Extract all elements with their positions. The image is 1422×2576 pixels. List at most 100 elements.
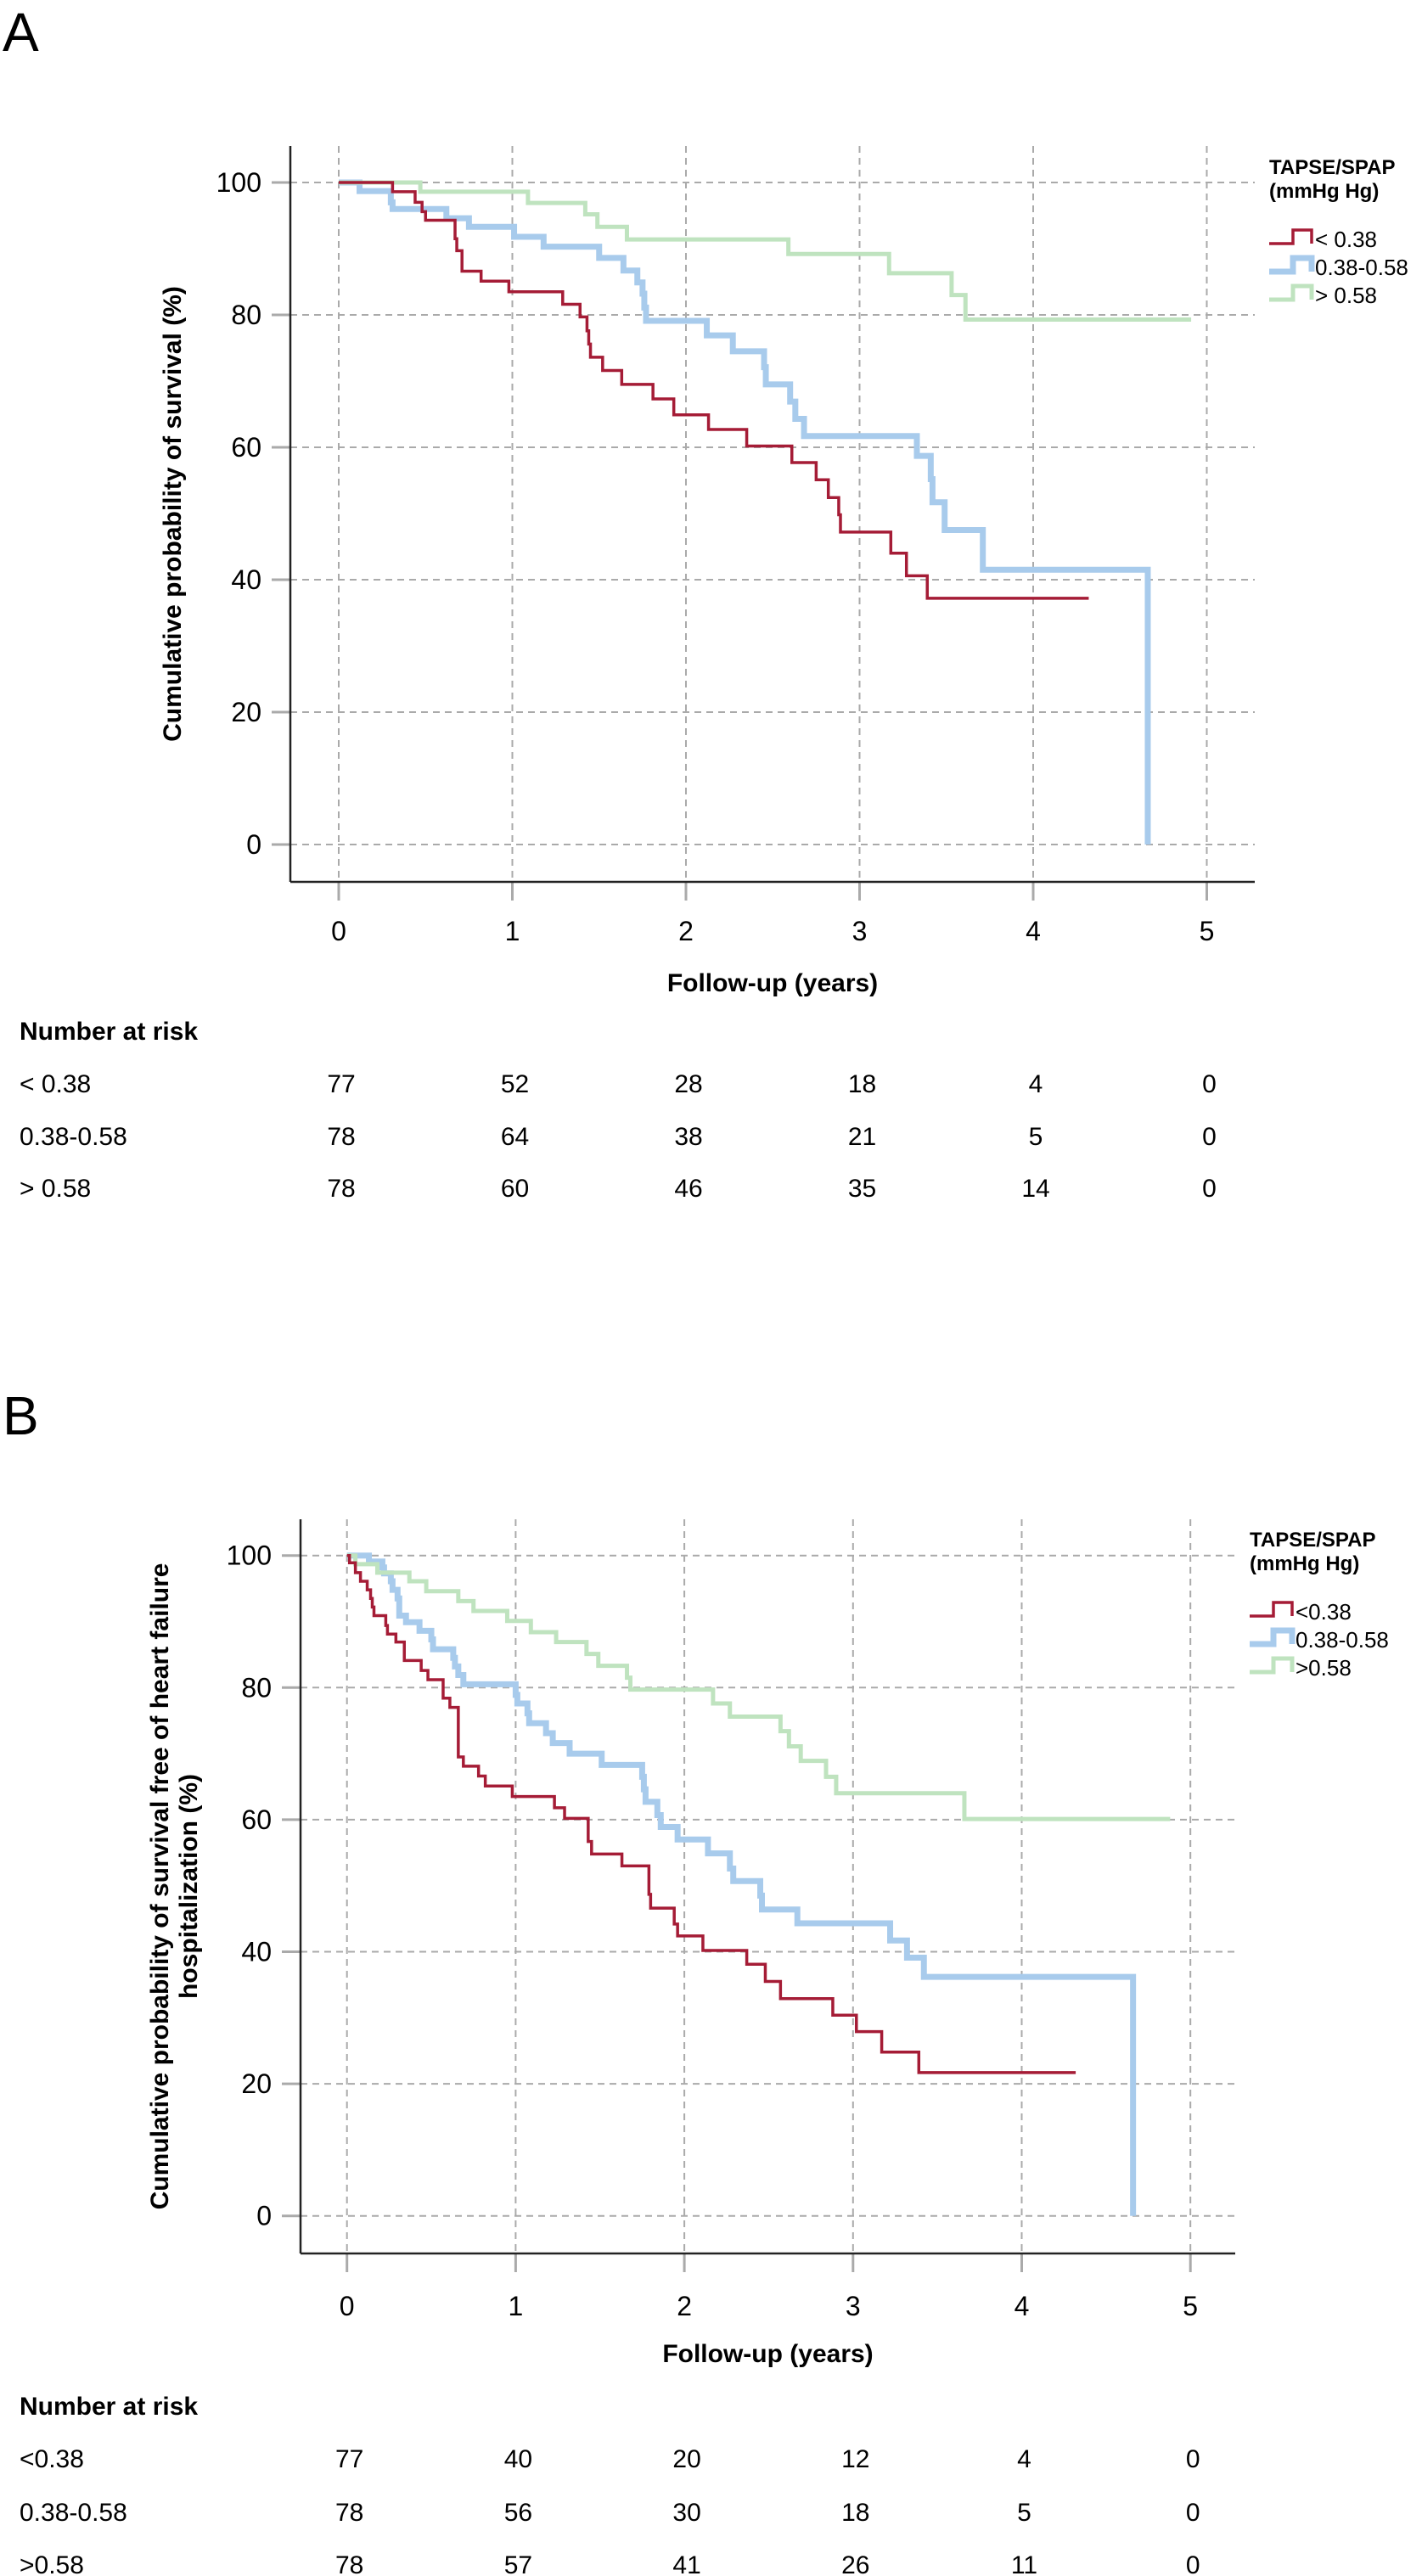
legend-item-label: > 0.58: [1315, 283, 1377, 308]
survival-curve-3: [339, 180, 1192, 322]
risk-value: 12: [841, 2445, 869, 2473]
risk-value: 38: [674, 1123, 702, 1151]
risk-value: 78: [327, 1123, 355, 1151]
x-tick-label: 5: [1183, 2291, 1198, 2321]
y-tick-label: 20: [241, 2068, 272, 2099]
risk-value: 30: [672, 2499, 700, 2527]
y-axis-title: hospitalization (%): [175, 1774, 203, 1999]
risk-value: 57: [504, 2551, 532, 2576]
risk-value: 0: [1186, 2499, 1200, 2527]
risk-value: 5: [1029, 1123, 1043, 1151]
risk-value: 28: [674, 1070, 702, 1098]
x-tick-label: 2: [677, 2291, 692, 2321]
y-tick-label: 60: [241, 1804, 272, 1835]
risk-row-label: < 0.38: [20, 1070, 91, 1098]
legend-title: (mmHg Hg): [1250, 1552, 1359, 1575]
risk-value: 4: [1029, 1070, 1043, 1098]
legend-swatch-icon: [1269, 228, 1313, 245]
risk-value: 0: [1202, 1123, 1217, 1151]
number-at-risk-table: Number at risk<0.38 77 40 20 12 4 00.38-0.58 78…: [20, 2393, 1200, 2576]
x-tick-label: 5: [1200, 916, 1215, 946]
x-tick-label: 1: [509, 2291, 524, 2321]
risk-value: 21: [848, 1123, 876, 1151]
legend-title: TAPSE/SPAP: [1269, 156, 1395, 179]
risk-value: 56: [504, 2499, 532, 2527]
legend-title: (mmHg Hg): [1269, 180, 1379, 203]
legend: TAPSE/SPAP(mmHg Hg) <0.380.38-0.58>0.58: [1250, 1529, 1389, 1681]
y-axis-title: Cumulative probability of survival (%): [159, 286, 187, 742]
legend-item-label: < 0.38: [1315, 227, 1377, 252]
risk-value: 18: [848, 1070, 876, 1098]
survival-curve-1: [339, 181, 1089, 600]
legend-swatch-icon: [1250, 1627, 1296, 1647]
survival-curve-3: [346, 1553, 1171, 1821]
x-tick-label: 2: [678, 916, 694, 946]
risk-value: 4: [1017, 2445, 1031, 2473]
x-axis-title: Follow-up (years): [667, 969, 878, 997]
x-tick-label: 4: [1015, 2291, 1030, 2321]
panel-label: A: [3, 2, 39, 63]
risk-value: 52: [501, 1070, 529, 1098]
y-tick-label: 0: [246, 829, 261, 860]
risk-row-label: 0.38-0.58: [20, 1123, 127, 1151]
x-tick-label: 1: [505, 916, 520, 946]
risk-row-label: <0.38: [20, 2445, 84, 2473]
legend-item-label: >0.58: [1296, 1655, 1352, 1681]
risk-value: 35: [848, 1175, 876, 1203]
risk-value: 78: [335, 2551, 363, 2576]
y-tick-label: 20: [231, 697, 261, 727]
risk-table-title: Number at risk: [20, 1018, 198, 1046]
risk-value: 0: [1186, 2551, 1200, 2576]
number-at-risk-table: Number at risk < 0.38 77 52 28 18 4 0 0.38-0.58 7…: [20, 1018, 1217, 1203]
y-tick-label: 100: [216, 167, 261, 198]
y-tick-label: 80: [241, 1672, 272, 1703]
y-tick-label: 80: [231, 300, 261, 330]
risk-row-label: >0.58: [20, 2551, 84, 2576]
legend-item-label: <0.38: [1296, 1599, 1352, 1625]
x-tick-label: 3: [846, 2291, 861, 2321]
x-axis-title: Follow-up (years): [662, 2340, 873, 2368]
x-tick-label: 0: [331, 916, 346, 946]
risk-value: 26: [841, 2551, 869, 2576]
y-tick-label: 100: [227, 1541, 272, 1571]
y-tick-label: 60: [231, 432, 261, 463]
x-tick-label: 0: [340, 2291, 355, 2321]
risk-value: 14: [1021, 1175, 1049, 1203]
y-tick-label: 0: [256, 2201, 272, 2231]
legend-swatch-icon: [1269, 255, 1315, 275]
survival-curve-2: [346, 1552, 1137, 2216]
y-axis-title: Cumulative probability of survival free …: [146, 1563, 174, 2210]
risk-value: 60: [501, 1175, 529, 1203]
risk-value: 0: [1202, 1070, 1217, 1098]
x-tick-label: 3: [852, 916, 868, 946]
risk-value: 78: [335, 2499, 363, 2527]
risk-value: 40: [504, 2445, 532, 2473]
legend-swatch-icon: [1250, 1601, 1294, 1618]
risk-row-label: 0.38-0.58: [20, 2499, 127, 2527]
risk-value: 77: [327, 1070, 355, 1098]
legend: TAPSE/SPAP(mmHg Hg) < 0.38 0.38-0.58 > 0.58: [1269, 156, 1408, 308]
risk-value: 46: [674, 1175, 702, 1203]
legend-title: TAPSE/SPAP: [1250, 1529, 1375, 1552]
risk-value: 41: [672, 2551, 700, 2576]
panel-label: B: [3, 1385, 39, 1446]
risk-row-label: > 0.58: [20, 1175, 91, 1203]
y-tick-label: 40: [241, 1937, 272, 1967]
legend-swatch-icon: [1269, 283, 1314, 302]
risk-value: 20: [672, 2445, 700, 2473]
legend-item-label: 0.38-0.58: [1315, 255, 1408, 280]
y-tick-label: 40: [231, 564, 261, 595]
risk-table-title: Number at risk: [20, 2393, 198, 2421]
risk-value: 0: [1202, 1175, 1217, 1203]
risk-value: 0: [1186, 2445, 1200, 2473]
risk-value: 11: [1011, 2551, 1037, 2576]
risk-value: 78: [327, 1175, 355, 1203]
x-tick-label: 4: [1026, 916, 1041, 946]
risk-value: 64: [501, 1123, 529, 1151]
risk-value: 77: [335, 2445, 363, 2473]
legend-swatch-icon: [1250, 1656, 1295, 1675]
risk-value: 18: [841, 2499, 869, 2527]
